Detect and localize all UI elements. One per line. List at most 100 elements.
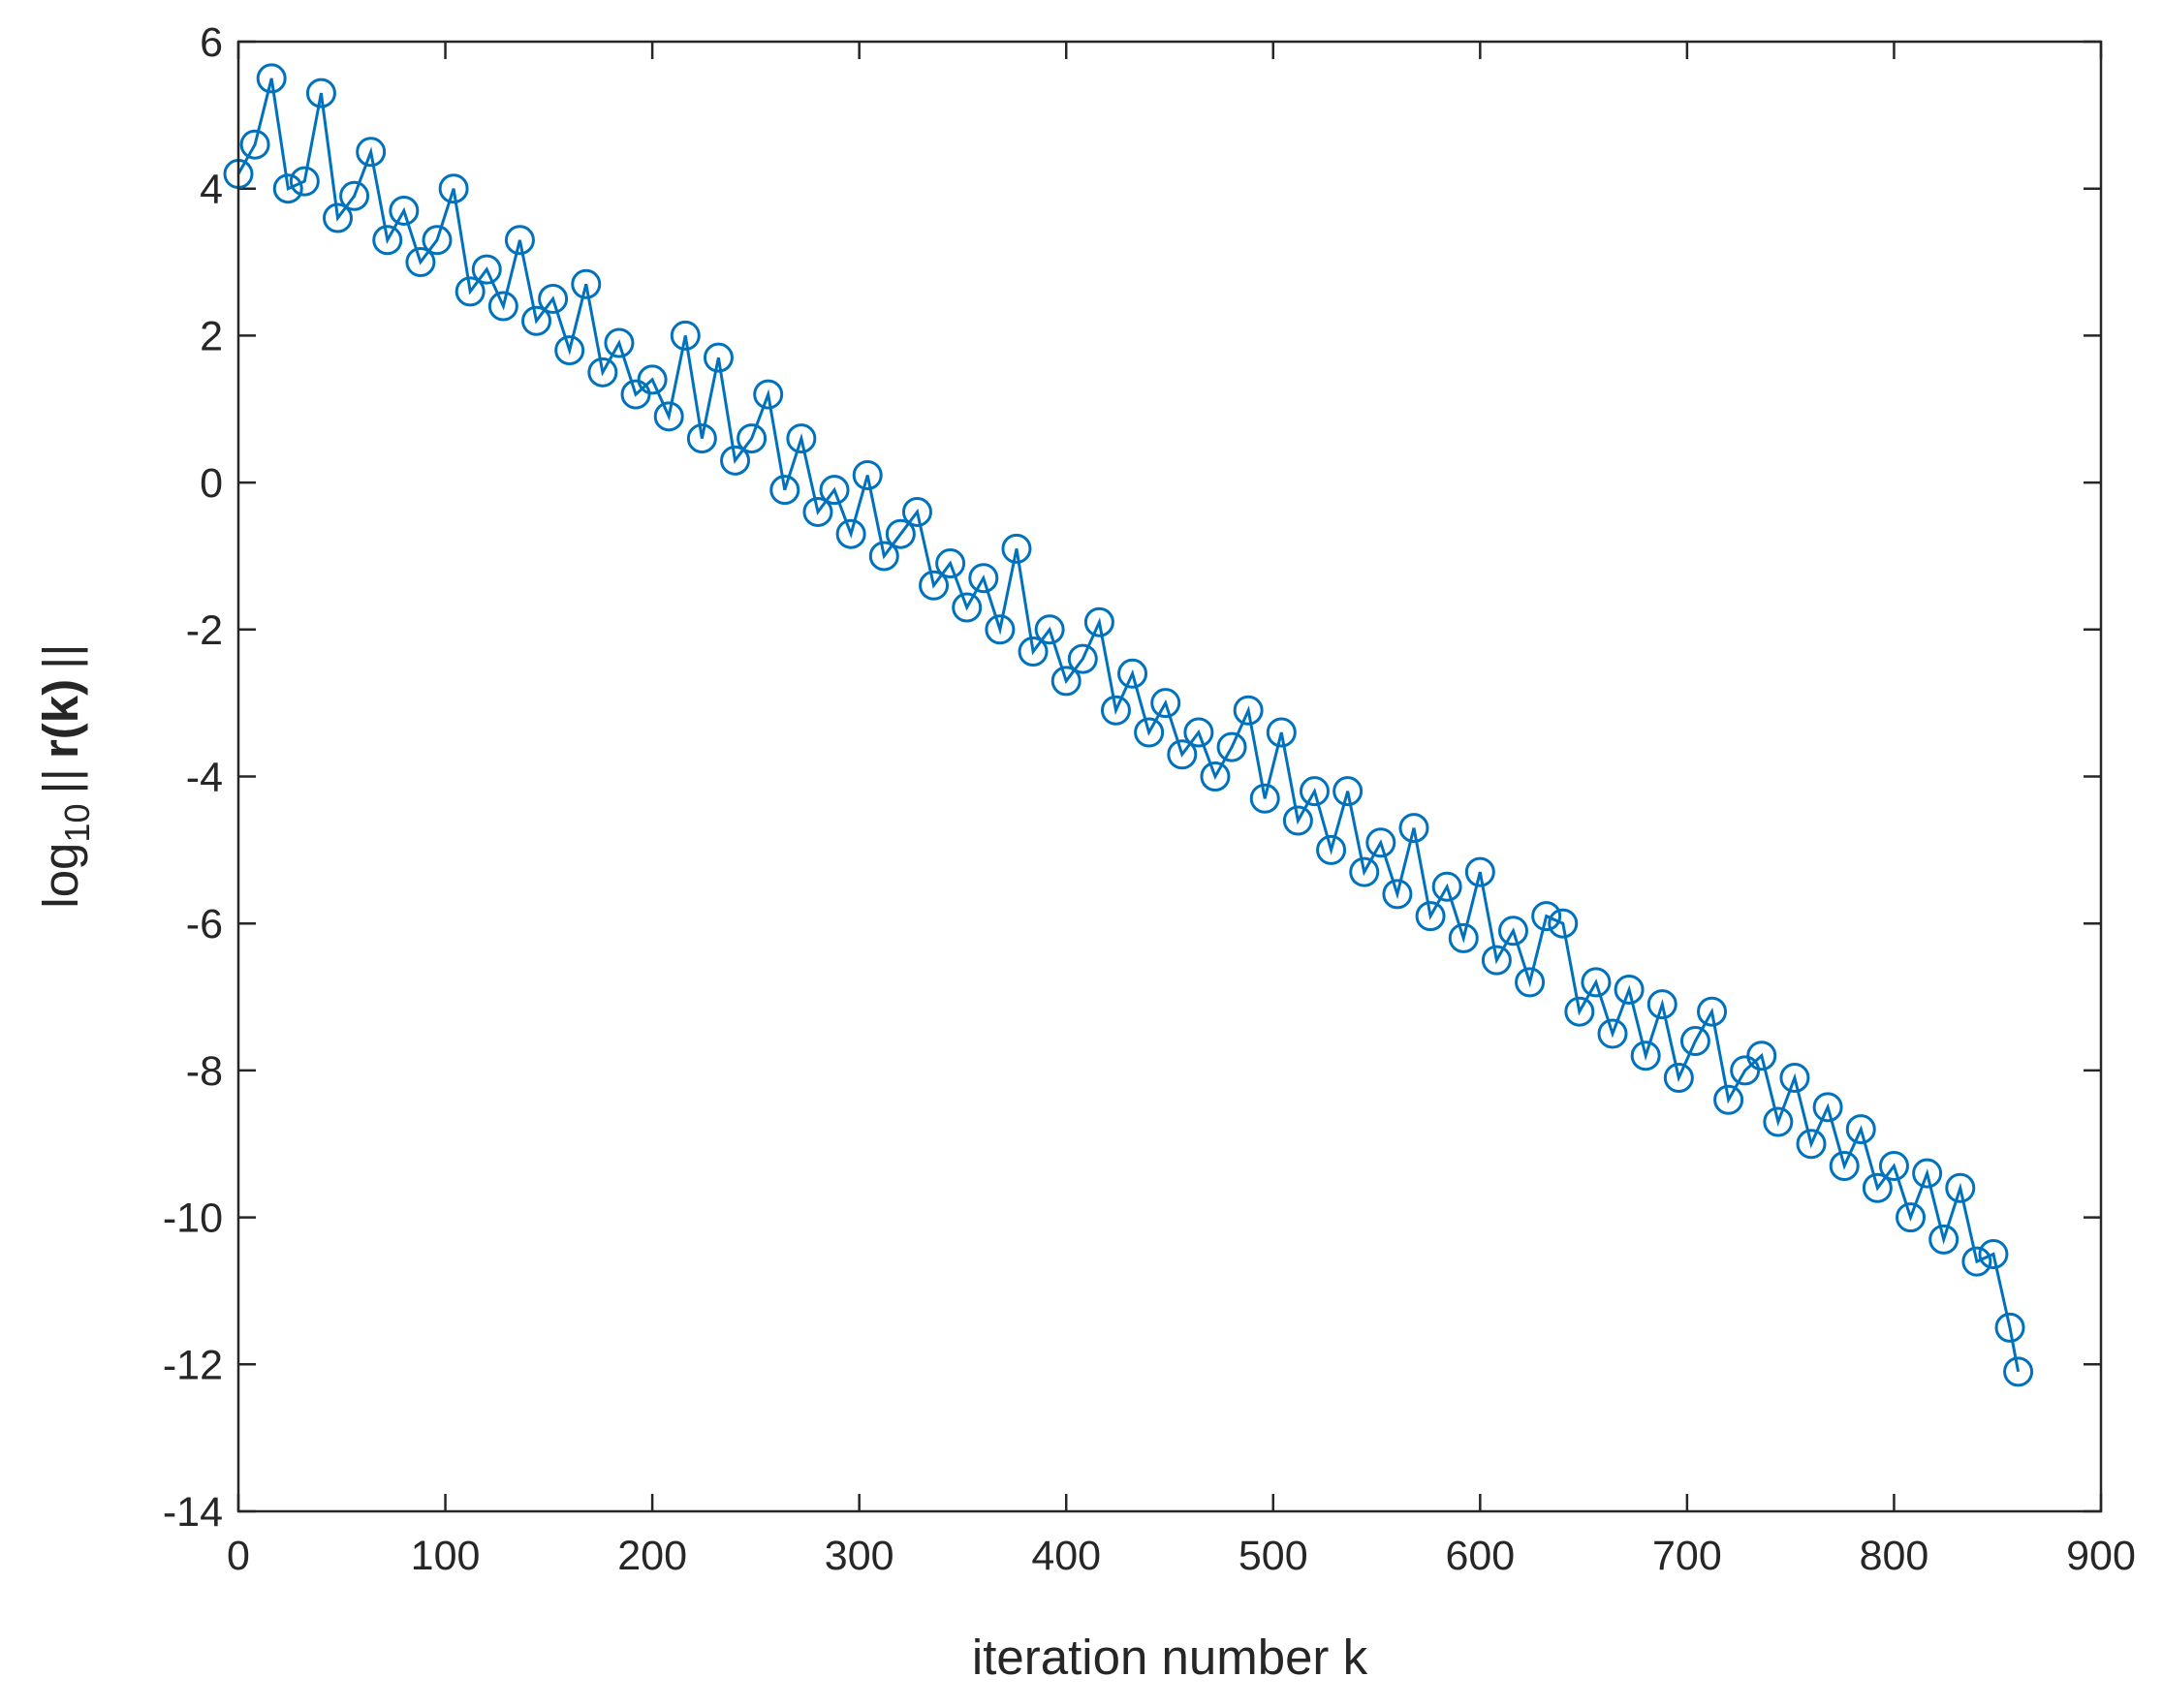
x-tick-label: 100 — [411, 1533, 481, 1579]
marker — [1431, 871, 1462, 902]
marker — [1912, 1158, 1943, 1189]
y-tick-label: -10 — [163, 1196, 223, 1242]
marker — [1548, 908, 1579, 939]
marker — [852, 460, 883, 491]
marker — [587, 357, 618, 388]
marker — [1746, 1040, 1777, 1071]
marker — [1282, 805, 1313, 836]
marker — [239, 129, 270, 160]
marker — [1200, 761, 1231, 792]
x-tick-label: 900 — [2066, 1533, 2136, 1579]
marker — [487, 291, 518, 322]
marker — [1531, 901, 1562, 932]
marker — [1779, 1062, 1810, 1093]
x-tick-label: 200 — [617, 1533, 687, 1579]
marker — [356, 137, 387, 168]
marker — [1448, 922, 1479, 953]
y-tick-label: 2 — [200, 313, 223, 359]
marker — [952, 592, 983, 623]
marker — [670, 320, 701, 351]
y-axis-label: log10 || r(k) || — [33, 643, 97, 908]
x-tick-label: 700 — [1652, 1533, 1722, 1579]
marker — [769, 475, 800, 506]
marker — [835, 518, 866, 549]
marker — [604, 327, 635, 358]
marker — [1812, 1092, 1843, 1123]
marker — [1646, 989, 1677, 1020]
marker — [1481, 945, 1512, 976]
marker — [703, 342, 734, 373]
marker — [653, 401, 684, 432]
marker — [637, 364, 668, 395]
marker — [1896, 1202, 1927, 1233]
marker — [1100, 695, 1131, 726]
marker — [919, 570, 950, 601]
y-tick-label: -6 — [186, 901, 223, 947]
marker — [1679, 1026, 1710, 1057]
marker — [438, 173, 469, 204]
marker — [686, 423, 717, 454]
marker — [1183, 717, 1214, 748]
marker — [1067, 643, 1098, 674]
marker — [323, 202, 354, 233]
marker — [289, 166, 320, 197]
marker — [901, 496, 932, 527]
marker — [1796, 1129, 1827, 1160]
marker — [819, 475, 850, 506]
marker — [868, 541, 899, 572]
marker — [1498, 916, 1529, 947]
marker — [504, 225, 535, 256]
marker — [1150, 688, 1181, 719]
y-tick-label: 6 — [200, 19, 223, 66]
y-label-log: log — [33, 843, 88, 909]
marker — [1878, 1151, 1909, 1182]
marker — [471, 254, 502, 285]
marker — [1515, 967, 1546, 998]
marker — [305, 78, 336, 109]
plot-frame — [236, 40, 2103, 1513]
marker — [1266, 717, 1297, 748]
marker — [1018, 637, 1049, 668]
marker — [1332, 776, 1364, 807]
marker — [455, 276, 486, 307]
marker — [1415, 901, 1446, 932]
marker — [1597, 1018, 1628, 1049]
marker — [935, 548, 966, 579]
marker — [1050, 666, 1082, 697]
y-tick-label: -4 — [186, 755, 223, 801]
y-tick-label: -12 — [163, 1342, 223, 1388]
marker — [1564, 996, 1595, 1027]
marker — [2003, 1356, 2034, 1387]
marker — [256, 63, 287, 94]
x-tick-label: 400 — [1031, 1533, 1101, 1579]
x-axis-label: iteration number k — [972, 1630, 1368, 1685]
y-label-subscript: 10 — [57, 804, 97, 843]
marker — [1845, 1114, 1876, 1145]
marker — [1464, 856, 1495, 887]
marker — [1083, 606, 1114, 637]
marker — [1216, 731, 1247, 762]
marker — [538, 283, 569, 314]
x-tick-label: 0 — [227, 1533, 250, 1579]
marker — [1581, 967, 1612, 998]
marker — [1829, 1151, 1860, 1182]
marker — [1117, 658, 1148, 689]
marker — [521, 305, 552, 336]
marker — [1928, 1224, 1959, 1255]
marker — [339, 180, 370, 211]
marker — [389, 195, 420, 226]
marker — [1630, 1040, 1661, 1071]
y-label-r: r(k) — [33, 679, 88, 759]
marker — [571, 268, 602, 299]
marker — [1945, 1172, 1976, 1203]
marker — [554, 335, 585, 366]
x-tick-label: 500 — [1238, 1533, 1308, 1579]
marker — [1994, 1312, 2025, 1343]
y-label-norm-left: || — [33, 768, 88, 794]
marker — [968, 563, 999, 594]
marker — [1697, 996, 1728, 1027]
marker — [985, 614, 1016, 645]
marker — [753, 379, 784, 410]
